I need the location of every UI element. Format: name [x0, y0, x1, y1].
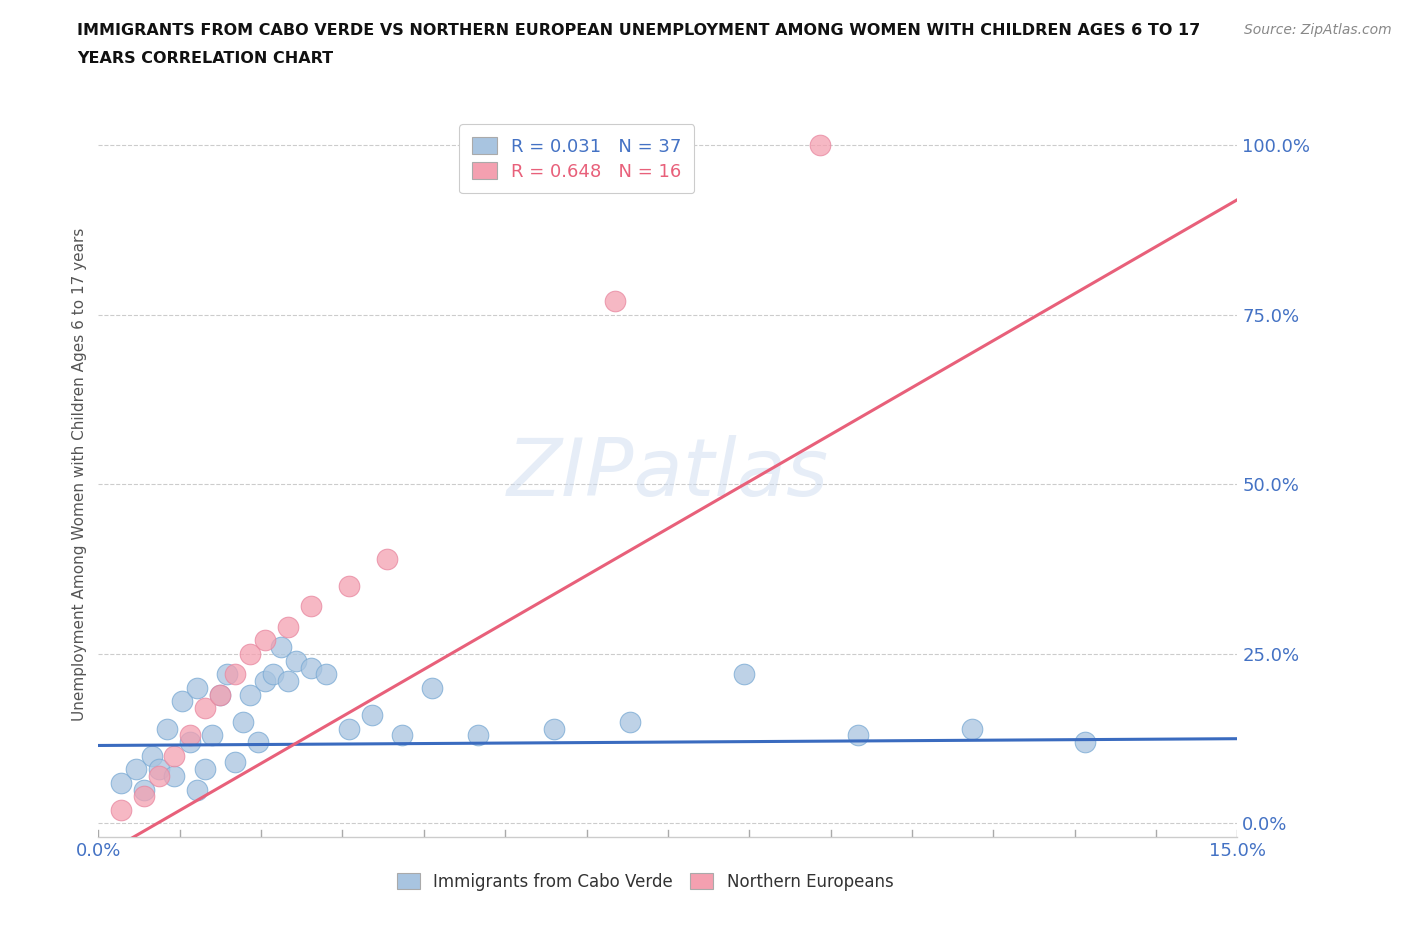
Point	[960, 721, 983, 736]
Text: Source: ZipAtlas.com: Source: ZipAtlas.com	[1244, 23, 1392, 37]
Point	[163, 768, 186, 783]
Point	[125, 762, 148, 777]
Point	[270, 640, 292, 655]
Point	[360, 708, 382, 723]
Point	[110, 776, 132, 790]
Point	[141, 749, 163, 764]
Point	[239, 646, 262, 661]
Point	[391, 728, 413, 743]
Point	[254, 673, 277, 688]
Point	[603, 294, 626, 309]
Point	[543, 721, 565, 736]
Point	[299, 599, 322, 614]
Point	[246, 735, 269, 750]
Point	[337, 578, 360, 593]
Point	[194, 762, 217, 777]
Point	[186, 681, 208, 696]
Point	[808, 138, 831, 153]
Point	[254, 633, 277, 648]
Point	[194, 700, 217, 715]
Point	[163, 749, 186, 764]
Point	[337, 721, 360, 736]
Text: YEARS CORRELATION CHART: YEARS CORRELATION CHART	[77, 51, 333, 66]
Point	[148, 768, 170, 783]
Point	[208, 687, 231, 702]
Point	[619, 714, 641, 729]
Point	[375, 551, 398, 566]
Point	[186, 782, 208, 797]
Point	[1074, 735, 1097, 750]
Point	[239, 687, 262, 702]
Point	[179, 728, 201, 743]
Point	[232, 714, 254, 729]
Point	[277, 619, 299, 634]
Legend: Immigrants from Cabo Verde, Northern Europeans: Immigrants from Cabo Verde, Northern Eur…	[389, 866, 900, 897]
Point	[315, 667, 337, 682]
Point	[170, 694, 193, 709]
Text: ZIPatlas: ZIPatlas	[506, 435, 830, 513]
Point	[262, 667, 284, 682]
Point	[132, 782, 155, 797]
Y-axis label: Unemployment Among Women with Children Ages 6 to 17 years: Unemployment Among Women with Children A…	[72, 228, 87, 721]
Point	[284, 653, 307, 668]
Point	[733, 667, 755, 682]
Point	[422, 681, 444, 696]
Point	[179, 735, 201, 750]
Point	[846, 728, 869, 743]
Text: IMMIGRANTS FROM CABO VERDE VS NORTHERN EUROPEAN UNEMPLOYMENT AMONG WOMEN WITH CH: IMMIGRANTS FROM CABO VERDE VS NORTHERN E…	[77, 23, 1201, 38]
Point	[467, 728, 489, 743]
Point	[110, 803, 132, 817]
Point	[201, 728, 224, 743]
Point	[156, 721, 179, 736]
Point	[148, 762, 170, 777]
Point	[217, 667, 239, 682]
Point	[299, 660, 322, 675]
Point	[277, 673, 299, 688]
Point	[224, 755, 246, 770]
Point	[208, 687, 231, 702]
Point	[224, 667, 246, 682]
Point	[132, 789, 155, 804]
